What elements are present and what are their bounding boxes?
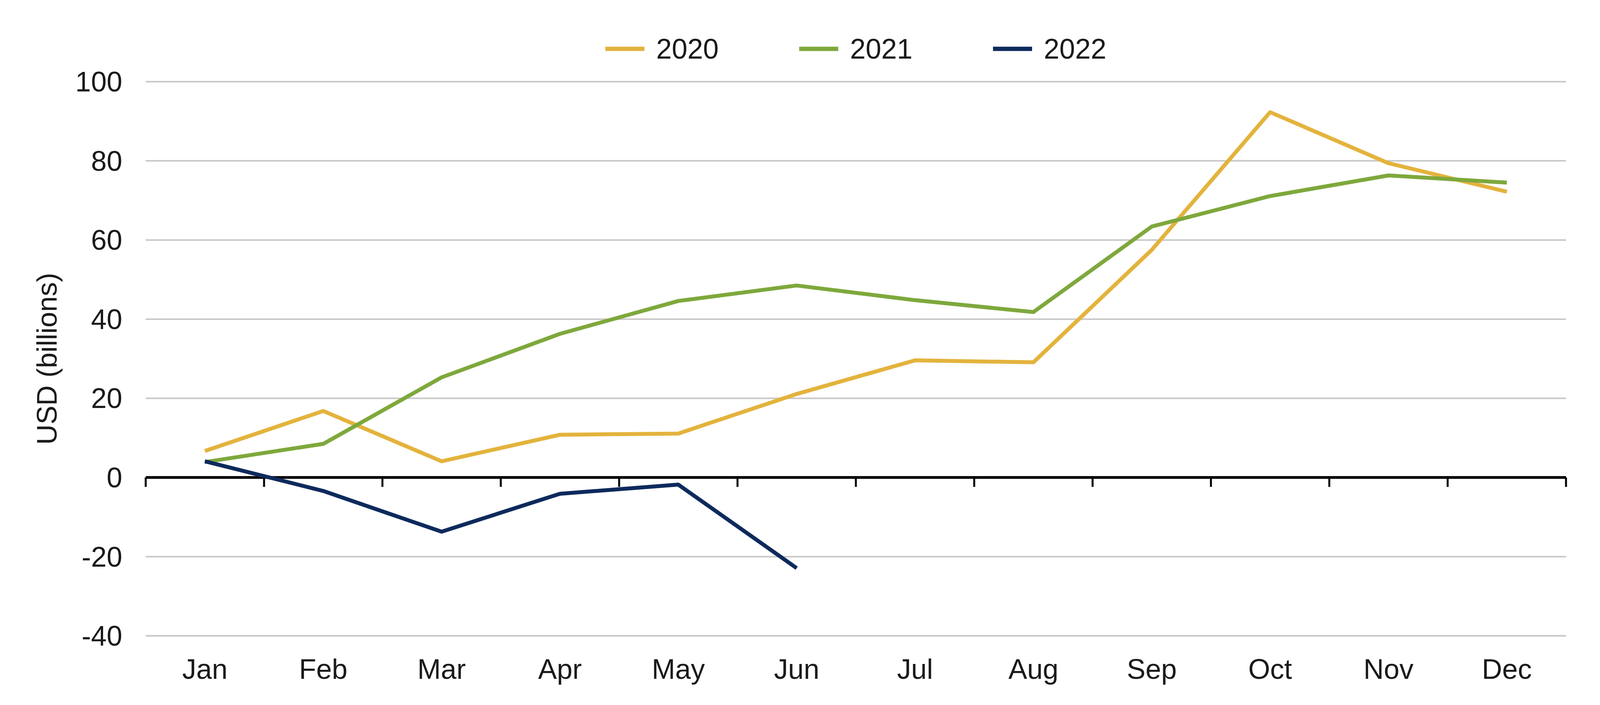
- x-tick-mark: [1328, 477, 1331, 487]
- legend-swatch: [992, 46, 1033, 52]
- y-tick-label: 60: [91, 224, 123, 256]
- x-tick-mark: [263, 477, 266, 487]
- x-tick-label: Mar: [417, 653, 467, 685]
- legend: 2020 2021 2022: [605, 33, 1107, 65]
- legend-label: 2020: [656, 33, 719, 65]
- plot-area: [205, 112, 1508, 568]
- y-tick-label: 20: [91, 382, 123, 414]
- grid-line: [145, 160, 1567, 162]
- series-line: [205, 175, 1508, 462]
- legend-swatch: [605, 46, 645, 52]
- grid-line: [145, 318, 1567, 320]
- series-line: [205, 460, 797, 568]
- grid-line: [145, 239, 1567, 241]
- series-line: [205, 112, 1508, 461]
- y-tick-label: 100: [75, 66, 123, 98]
- x-tick-mark: [736, 477, 739, 487]
- x-tick-label: Dec: [1481, 653, 1532, 685]
- x-tick-mark: [1446, 477, 1449, 487]
- x-tick-mark: [618, 477, 621, 487]
- x-tick-mark: [855, 477, 858, 487]
- grid-line: [145, 555, 1567, 558]
- y-tick-label: 40: [91, 303, 123, 335]
- y-tick-label: 80: [91, 145, 123, 177]
- y-tick-label: -20: [81, 541, 123, 573]
- grid-line: [145, 397, 1567, 399]
- x-tick-label: May: [651, 653, 705, 685]
- legend-label: 2022: [1043, 33, 1107, 65]
- x-tick-label: Jan: [182, 653, 228, 685]
- y-tick-label: 0: [106, 461, 123, 493]
- x-tick-mark: [500, 477, 502, 487]
- y-axis-label: USD (billions): [31, 272, 63, 445]
- x-tick-label: Jun: [773, 653, 820, 685]
- x-tick-label: Sep: [1126, 653, 1177, 685]
- x-tick-label: Apr: [537, 653, 582, 685]
- x-tick-label: Feb: [298, 653, 348, 685]
- x-tick-mark: [144, 477, 147, 487]
- legend-label: 2021: [850, 33, 913, 65]
- x-tick-mark: [973, 477, 976, 487]
- y-tick-label: -40: [81, 619, 123, 652]
- x-tick-mark: [381, 477, 384, 487]
- grid-line: [145, 80, 1567, 83]
- x-tick-label: Aug: [1008, 653, 1059, 685]
- x-tick-mark: [1091, 477, 1094, 487]
- legend-swatch: [799, 46, 839, 52]
- x-tick-label: Jul: [896, 653, 933, 685]
- grid-line: [145, 634, 1567, 637]
- x-tick-label: Oct: [1248, 653, 1292, 685]
- x-tick-mark: [1565, 477, 1568, 487]
- chart: -40 -20 0 20 40 60 80 100 USD (billions) Jan Feb Ma…: [0, 0, 1600, 705]
- x-tick-label: Nov: [1363, 653, 1414, 685]
- x-tick-mark: [1210, 477, 1213, 487]
